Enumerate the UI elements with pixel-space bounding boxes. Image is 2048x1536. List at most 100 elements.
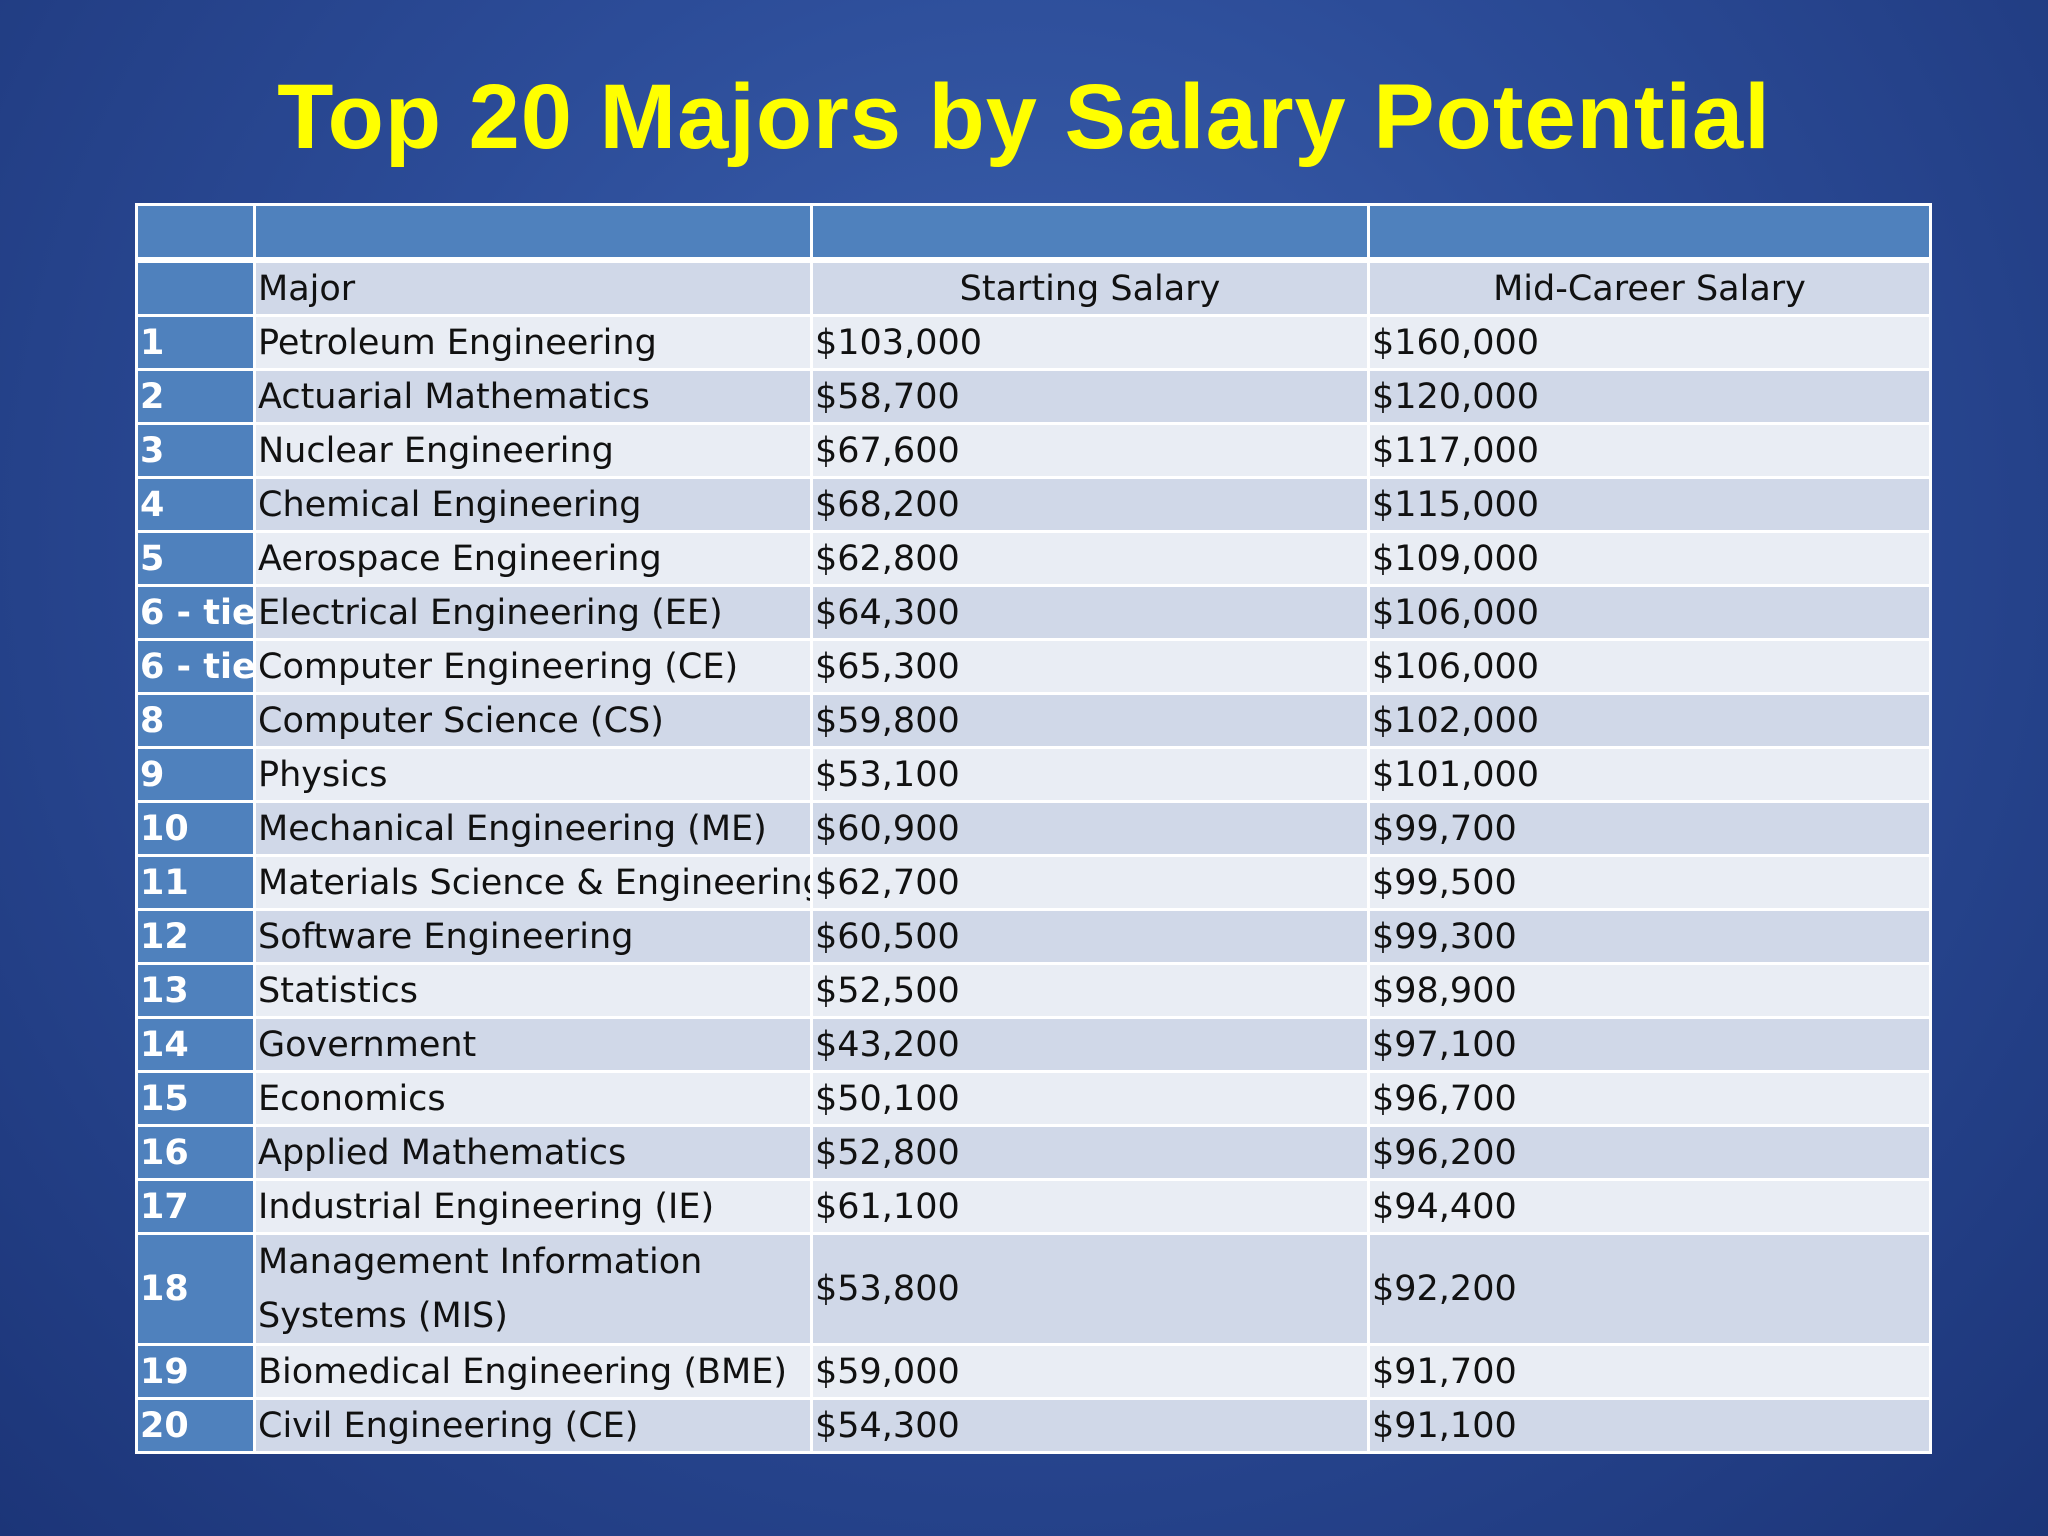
rank-cell: 8 — [135, 692, 256, 749]
major-cell: Computer Engineering (CE) — [253, 638, 813, 695]
mid-career-salary-cell: $106,000 — [1367, 584, 1932, 641]
table-row: 5 Aerospace Engineering $62,800 $109,000 — [135, 530, 1932, 587]
table-row: 3 Nuclear Engineering $67,600 $117,000 — [135, 422, 1932, 479]
major-cell: Aerospace Engineering — [253, 530, 813, 587]
rank-cell: 14 — [135, 1016, 256, 1073]
table-row: 14 Government $43,200 $97,100 — [135, 1016, 1932, 1073]
rank-cell: 16 — [135, 1124, 256, 1181]
table-row: 2 Actuarial Mathematics $58,700 $120,000 — [135, 368, 1932, 425]
blank-cell — [810, 203, 1370, 263]
rank-cell: 3 — [135, 422, 256, 479]
table-row: 18 Management Information Systems (MIS) $5… — [135, 1232, 1932, 1346]
table-header-row: Major Starting Salary Mid-Career Salary — [135, 258, 1932, 317]
mid-career-salary-cell: $99,700 — [1367, 800, 1932, 857]
starting-salary-cell: $52,800 — [810, 1124, 1370, 1181]
rank-cell: 19 — [135, 1343, 256, 1400]
major-cell: Government — [253, 1016, 813, 1073]
major-cell: Biomedical Engineering (BME) — [253, 1343, 813, 1400]
starting-salary-cell: $67,600 — [810, 422, 1370, 479]
salary-table: Major Starting Salary Mid-Career Salary … — [135, 203, 1932, 1454]
table-row: 1 Petroleum Engineering $103,000 $160,000 — [135, 314, 1932, 371]
rank-cell: 12 — [135, 908, 256, 965]
mid-career-salary-cell: $98,900 — [1367, 962, 1932, 1019]
starting-salary-cell: $60,500 — [810, 908, 1370, 965]
starting-salary-cell: $58,700 — [810, 368, 1370, 425]
table-row: 12 Software Engineering $60,500 $99,300 — [135, 908, 1932, 965]
starting-salary-cell: $64,300 — [810, 584, 1370, 641]
rank-cell: 6 - tie — [135, 638, 256, 695]
starting-salary-cell: $59,000 — [810, 1343, 1370, 1400]
starting-salary-cell: $65,300 — [810, 638, 1370, 695]
major-cell: Chemical Engineering — [253, 476, 813, 533]
table-row: 9 Physics $53,100 $101,000 — [135, 746, 1932, 803]
starting-salary-cell: $60,900 — [810, 800, 1370, 857]
starting-salary-cell: $103,000 — [810, 314, 1370, 371]
starting-salary-cell: $62,800 — [810, 530, 1370, 587]
starting-salary-cell: $53,100 — [810, 746, 1370, 803]
blank-cell — [135, 203, 256, 263]
mid-career-salary-cell: $92,200 — [1367, 1232, 1932, 1346]
major-cell: Economics — [253, 1070, 813, 1127]
table-row: 6 - tie Electrical Engineering (EE) $64,30… — [135, 584, 1932, 641]
rank-cell: 4 — [135, 476, 256, 533]
major-cell: Mechanical Engineering (ME) — [253, 800, 813, 857]
slide-title: Top 20 Majors by Salary Potential — [277, 66, 1771, 168]
starting-salary-cell: $54,300 — [810, 1397, 1370, 1454]
starting-salary-cell: $52,500 — [810, 962, 1370, 1019]
major-cell: Electrical Engineering (EE) — [253, 584, 813, 641]
starting-salary-cell: $43,200 — [810, 1016, 1370, 1073]
major-cell: Industrial Engineering (IE) — [253, 1178, 813, 1235]
starting-salary-cell: $50,100 — [810, 1070, 1370, 1127]
major-header: Major — [253, 258, 813, 317]
rank-cell: 13 — [135, 962, 256, 1019]
table-row: 4 Chemical Engineering $68,200 $115,000 — [135, 476, 1932, 533]
table-row: 20 Civil Engineering (CE) $54,300 $91,100 — [135, 1397, 1932, 1454]
major-cell: Applied Mathematics — [253, 1124, 813, 1181]
major-cell: Materials Science & Engineering — [253, 854, 813, 911]
rank-cell: 2 — [135, 368, 256, 425]
mid-career-salary-cell: $106,000 — [1367, 638, 1932, 695]
mid-career-salary-cell: $101,000 — [1367, 746, 1932, 803]
major-cell: Statistics — [253, 962, 813, 1019]
rank-cell: 5 — [135, 530, 256, 587]
starting-salary-cell: $68,200 — [810, 476, 1370, 533]
rank-cell: 10 — [135, 800, 256, 857]
mid-career-salary-cell: $94,400 — [1367, 1178, 1932, 1235]
rank-cell: 17 — [135, 1178, 256, 1235]
table-row: 16 Applied Mathematics $52,800 $96,200 — [135, 1124, 1932, 1181]
rank-header — [135, 258, 256, 317]
major-cell: Physics — [253, 746, 813, 803]
rank-cell: 11 — [135, 854, 256, 911]
major-cell: Computer Science (CS) — [253, 692, 813, 749]
major-cell: Actuarial Mathematics — [253, 368, 813, 425]
rank-cell: 15 — [135, 1070, 256, 1127]
blank-cell — [253, 203, 813, 263]
blank-cell — [1367, 203, 1932, 263]
table-row: 19 Biomedical Engineering (BME) $59,000 $91… — [135, 1343, 1932, 1400]
major-cell: Nuclear Engineering — [253, 422, 813, 479]
starting-salary-cell: $62,700 — [810, 854, 1370, 911]
mid-career-salary-cell: $102,000 — [1367, 692, 1932, 749]
mid-career-salary-cell: $117,000 — [1367, 422, 1932, 479]
table-row: 17 Industrial Engineering (IE) $61,100 $94,… — [135, 1178, 1932, 1235]
mid-career-salary-cell: $120,000 — [1367, 368, 1932, 425]
mid-career-salary-cell: $109,000 — [1367, 530, 1932, 587]
mid-career-salary-cell: $99,500 — [1367, 854, 1932, 911]
starting-salary-header: Starting Salary — [810, 258, 1370, 317]
table-row: 13 Statistics $52,500 $98,900 — [135, 962, 1932, 1019]
table-row: 8 Computer Science (CS) $59,800 $102,000 — [135, 692, 1932, 749]
major-cell: Petroleum Engineering — [253, 314, 813, 371]
starting-salary-cell: $53,800 — [810, 1232, 1370, 1346]
rank-cell: 9 — [135, 746, 256, 803]
rank-cell: 18 — [135, 1232, 256, 1346]
major-cell: Management Information Systems (MIS) — [253, 1232, 813, 1346]
table-row: 6 - tie Computer Engineering (CE) $65,300 $… — [135, 638, 1932, 695]
rank-cell: 20 — [135, 1397, 256, 1454]
mid-career-salary-cell: $160,000 — [1367, 314, 1932, 371]
mid-career-salary-cell: $115,000 — [1367, 476, 1932, 533]
mid-career-salary-cell: $91,100 — [1367, 1397, 1932, 1454]
table-row: 11 Materials Science & Engineering $62,700… — [135, 854, 1932, 911]
major-cell: Civil Engineering (CE) — [253, 1397, 813, 1454]
mid-career-salary-cell: $96,700 — [1367, 1070, 1932, 1127]
